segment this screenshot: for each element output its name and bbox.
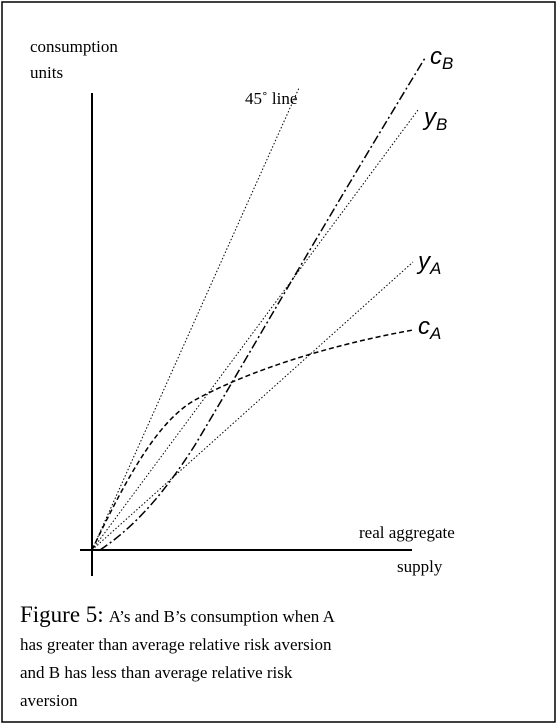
caption-label: Figure 5: <box>20 602 104 627</box>
45-degree-line <box>91 87 300 551</box>
caption-text: A’s and B’s consumption when A <box>109 607 336 626</box>
x-axis-label: real aggregate <box>359 523 455 542</box>
label-main: y <box>422 104 438 131</box>
curve-label: yB <box>422 104 447 134</box>
caption-line: Figure 5: A’s and B’s consumption when A <box>20 602 336 627</box>
curve-label: cB <box>430 43 453 73</box>
label-main: c <box>430 43 442 70</box>
y-axis-label: units <box>30 63 63 82</box>
label-sub: B <box>442 54 453 73</box>
curve-label: yA <box>416 248 441 278</box>
cA-curve <box>91 329 414 551</box>
y-axis-label: consumption <box>30 37 118 56</box>
label-sub: A <box>429 324 441 343</box>
x-axis-label: supply <box>397 557 443 576</box>
cB-curve <box>99 57 426 551</box>
yB-line <box>91 109 419 551</box>
caption-line: aversion <box>20 691 78 710</box>
label-main: y <box>416 248 432 275</box>
label-sub: A <box>429 259 441 278</box>
label-main: c <box>418 313 430 340</box>
caption-line: has greater than average relative risk a… <box>20 635 332 654</box>
caption-line: and B has less than average relative ris… <box>20 663 293 682</box>
line-label: 45˚ line <box>245 89 297 108</box>
curve-label: cA <box>418 313 441 343</box>
label-sub: B <box>436 115 447 134</box>
